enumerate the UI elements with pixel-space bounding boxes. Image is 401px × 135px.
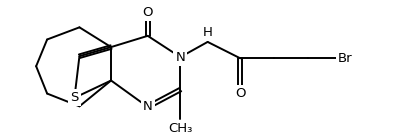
Text: H: H — [202, 26, 212, 39]
Text: CH₃: CH₃ — [168, 122, 192, 135]
Text: O: O — [142, 6, 153, 19]
Text: O: O — [235, 87, 245, 100]
Text: S: S — [70, 91, 79, 104]
Text: Br: Br — [337, 52, 351, 65]
Text: N: N — [142, 100, 152, 113]
Text: N: N — [175, 51, 185, 64]
